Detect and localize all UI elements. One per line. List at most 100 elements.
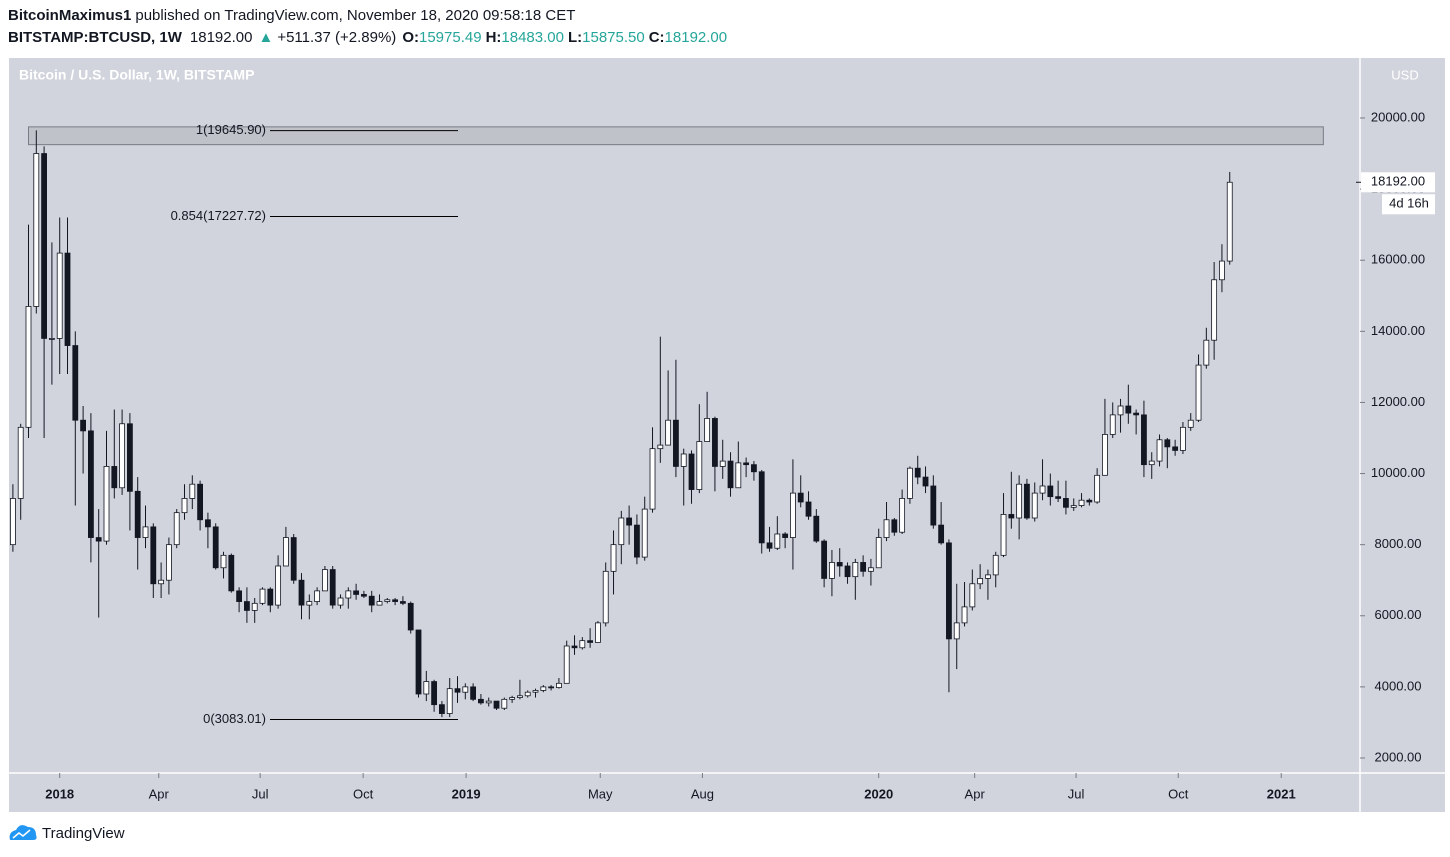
candle-body [119,423,126,489]
logo-line [12,829,31,839]
candle-body [602,570,609,624]
candle-body [548,686,555,689]
candle-body [205,519,211,528]
y-axis-label: USD [1391,67,1418,82]
candle-body [197,483,204,521]
candle-body [478,698,484,704]
candle-body [361,594,367,597]
candle-body [556,682,562,688]
candle-body [127,423,133,492]
candle-body [634,524,640,558]
arrow: ▲ [258,29,273,46]
candle-body [88,430,94,538]
y-tick-label: 2000.00 [1375,749,1422,764]
candle-body [1055,496,1062,499]
candle-body [891,519,898,533]
candle-body [696,441,703,490]
candle-body [392,599,399,602]
candle-body [345,590,352,599]
x-tick-label: Apr [149,786,170,801]
candle-body [95,537,102,542]
candle-body [938,524,945,544]
chart-title: Bitcoin / U.S. Dollar, 1W, BITSTAMP [19,67,254,83]
candle-body [33,153,40,307]
candle-body [790,492,796,538]
y-tick-label: 12000.00 [1371,394,1425,409]
candle-body [977,578,984,585]
x-tick-label: Jul [252,786,269,801]
candle-body [751,464,757,473]
candle-body [532,690,539,693]
candle-body [158,579,165,585]
candle-body [844,565,851,578]
candle-body [766,542,773,549]
candle-body [485,700,492,704]
candle-body [704,418,711,442]
candle-body [275,565,282,606]
candle-body [1141,414,1147,466]
candle-body [641,508,648,558]
resistance-zone [28,126,1324,146]
ohlc-key: C: [649,29,665,46]
candle-body [493,700,500,709]
candle-body [290,537,297,581]
ohlc-key: H: [486,29,502,46]
candle-body [1070,505,1077,508]
candle-body [376,601,383,606]
y-tick-label: 14000.00 [1371,323,1425,338]
author: BitcoinMaximus1 [8,7,131,24]
candle-body [400,601,406,604]
candle-body [743,462,750,466]
ohlc: O:15975.49 H:18483.00 L:15875.50 C:18192.00 [402,29,727,46]
candle-body [1219,260,1225,281]
countdown: 4d 16h [1389,196,1429,211]
candle-body [821,540,828,579]
candle-body [1180,426,1186,451]
y-tick-label: 10000.00 [1371,465,1425,480]
candle-body [930,485,937,526]
y-tick-label: 4000.00 [1375,678,1422,693]
candle-body [189,483,196,499]
candle-body [618,517,625,546]
candle-body [758,471,765,544]
candle-body [173,512,180,546]
candle-body [1156,439,1163,462]
candle-body [914,467,921,478]
candle-body [1226,181,1233,262]
x-tick-label: May [588,786,613,801]
candle-body [415,629,422,695]
candle-body [1211,279,1218,341]
candle-body [10,498,16,546]
candle-body [439,704,445,714]
x-tick-label: Apr [965,786,986,801]
candle-body [524,691,531,697]
candle-body [337,597,344,606]
candle-body [883,519,890,538]
candle-body [868,567,874,572]
candle-body [298,579,305,606]
symbol: BITSTAMP:BTCUSD, 1W [8,29,183,46]
candle-body [1024,483,1030,519]
candle-body [688,453,695,490]
candle-body [462,686,469,693]
candle-body [306,601,313,606]
published: published on TradingView.com, November 1… [135,7,575,24]
candle-body [17,426,24,499]
x-tick-label: 2020 [864,786,893,801]
candle-body [142,526,149,538]
x-tick-label: Oct [1168,786,1189,801]
candle-body [1031,492,1038,519]
candle-body [985,574,991,579]
candle-body [1000,514,1007,556]
candle-body [501,698,508,709]
candle-body [946,542,952,640]
candle-body [49,338,55,340]
candle-body [25,306,32,428]
candle-body [244,601,250,611]
candle-body [166,544,172,581]
candle-body [407,602,414,631]
x-tick-label: Jul [1068,786,1085,801]
candle-body [454,688,461,693]
candle-body [782,533,789,538]
